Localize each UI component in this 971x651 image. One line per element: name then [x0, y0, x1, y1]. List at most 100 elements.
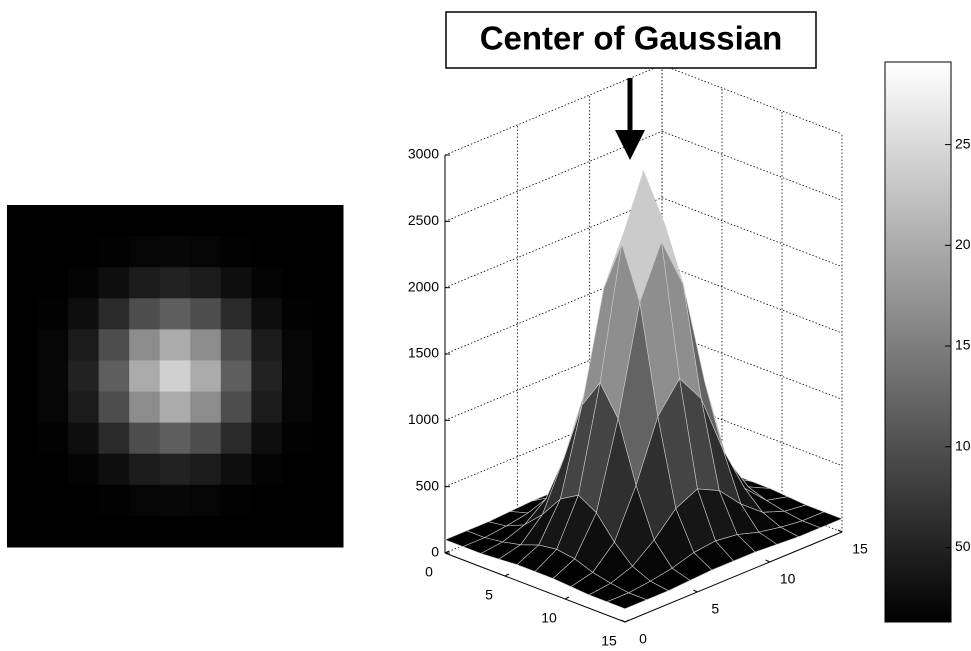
pixel [99, 360, 130, 392]
pixel [312, 454, 343, 486]
pixel [38, 360, 69, 392]
pixel [99, 423, 130, 455]
pixel [68, 329, 99, 361]
grid-line [662, 131, 842, 200]
pixel [68, 516, 99, 548]
pixel [38, 423, 69, 455]
pixel [160, 236, 191, 268]
pixel [99, 329, 130, 361]
pixel [251, 516, 282, 548]
y-tick-label: 5 [711, 601, 719, 617]
pixel [99, 485, 130, 517]
figure: 0500100015002000250030000510150510155001… [0, 0, 971, 651]
pixel [129, 485, 160, 517]
z-tick-label: 2000 [408, 278, 439, 294]
pixel [282, 423, 313, 455]
z-tick-label: 500 [416, 477, 440, 493]
pixel [68, 205, 99, 237]
colorbar-tick-label: 1500 [955, 337, 971, 353]
pixel [221, 392, 252, 424]
pixel [38, 329, 69, 361]
pixel [251, 267, 282, 299]
pixel [68, 392, 99, 424]
pixel [129, 423, 160, 455]
pixel [38, 454, 69, 486]
pixel [160, 267, 191, 299]
pixel [251, 360, 282, 392]
colorbar [885, 62, 951, 622]
pixel [251, 236, 282, 268]
pixel [282, 236, 313, 268]
annotation: Center of Gaussian [480, 20, 783, 57]
pixel [221, 298, 252, 330]
pixel [251, 485, 282, 517]
pixel [7, 423, 38, 455]
pixel [68, 423, 99, 455]
pixel [99, 516, 130, 548]
tick [693, 590, 697, 592]
tick [766, 560, 770, 562]
pixel [7, 392, 38, 424]
pixel [190, 485, 221, 517]
pixel [129, 298, 160, 330]
pixel [38, 392, 69, 424]
pixel [312, 236, 343, 268]
pixel [221, 205, 252, 237]
pixel [7, 454, 38, 486]
pixel [251, 454, 282, 486]
pixel [7, 516, 38, 548]
pixel [68, 360, 99, 392]
pixel [312, 298, 343, 330]
pixel [251, 205, 282, 237]
pixel [160, 329, 191, 361]
pixel [68, 454, 99, 486]
z-tick-label: 2500 [408, 212, 439, 228]
pixel [129, 205, 160, 237]
pixel [190, 329, 221, 361]
pixel [99, 236, 130, 268]
pixel [7, 267, 38, 299]
pixel [282, 329, 313, 361]
pixel [38, 485, 69, 517]
z-tick-label: 0 [431, 544, 439, 560]
pixel [99, 392, 130, 424]
pixel [99, 205, 130, 237]
pixel [160, 298, 191, 330]
pixel [7, 329, 38, 361]
pixel [221, 267, 252, 299]
pixel [312, 485, 343, 517]
grid-line [662, 198, 842, 267]
pixel [221, 423, 252, 455]
pixel [190, 298, 221, 330]
pixel [68, 485, 99, 517]
pixel [282, 298, 313, 330]
pixel [160, 423, 191, 455]
pixel [312, 516, 343, 548]
x-tick-label: 0 [425, 564, 433, 580]
pixel [129, 236, 160, 268]
pixel [129, 329, 160, 361]
colorbar-tick-label: 2500 [955, 135, 971, 151]
pixel [38, 205, 69, 237]
pixel [7, 360, 38, 392]
pixel [190, 360, 221, 392]
z-tick-label: 3000 [408, 146, 439, 162]
x-tick-label: 10 [541, 610, 557, 626]
pixel [99, 298, 130, 330]
pixel [251, 392, 282, 424]
pixel [38, 516, 69, 548]
pixel [160, 392, 191, 424]
pixel [129, 267, 160, 299]
pixel [251, 329, 282, 361]
pixel [129, 392, 160, 424]
page: 0500100015002000250030000510150510155001… [0, 0, 971, 651]
pixel [221, 454, 252, 486]
pixel [282, 267, 313, 299]
pixel [190, 267, 221, 299]
pixel [190, 236, 221, 268]
pixel [190, 392, 221, 424]
pixel [312, 267, 343, 299]
pixel [99, 454, 130, 486]
pixel [282, 360, 313, 392]
z-tick-label: 1000 [408, 411, 439, 427]
